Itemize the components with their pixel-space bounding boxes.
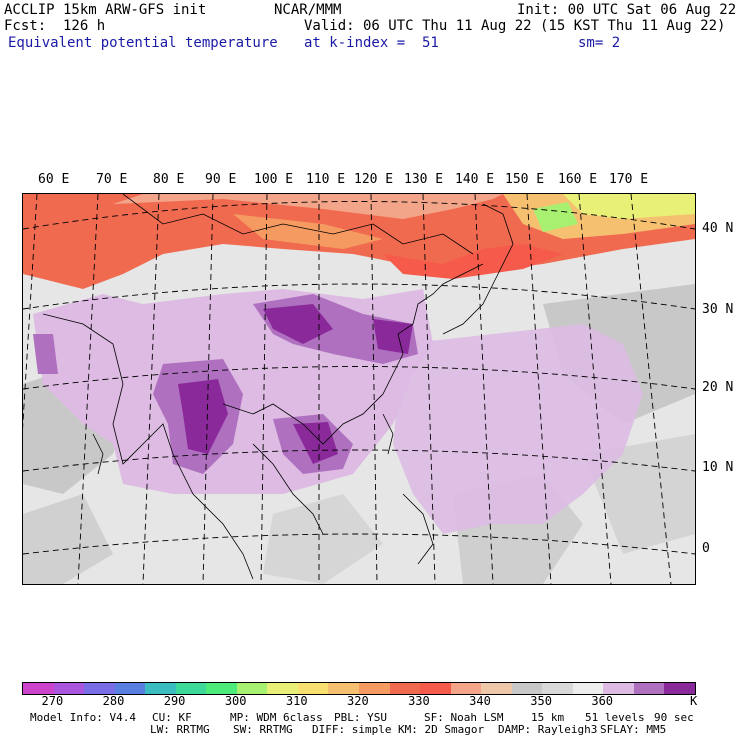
colorbar-swatch xyxy=(145,683,176,694)
grey-patch xyxy=(23,494,113,584)
lat-label: 40 N xyxy=(702,221,734,236)
colorbar-swatch xyxy=(633,683,665,694)
forecast-hour: Fcst: 126 h xyxy=(4,18,106,34)
footer-damp: DAMP: Rayleigh3 xyxy=(498,723,598,736)
lon-label: 170 E xyxy=(609,172,649,187)
warm-band-orange xyxy=(233,214,383,249)
purple-mid xyxy=(33,334,58,374)
valid-time: Valid: 06 UTC Thu 11 Aug 22 (15 KST Thu … xyxy=(304,18,726,34)
colorbar-swatch xyxy=(603,683,634,694)
colorbar-swatch xyxy=(420,683,451,694)
level-label: at k-index = 51 xyxy=(304,35,439,51)
footer-resolution: 15 km xyxy=(531,711,565,724)
colorbar-swatch xyxy=(297,683,329,694)
lon-label: 110 E xyxy=(306,172,346,187)
lat-label: 10 N xyxy=(702,460,734,475)
lon-label: 100 E xyxy=(254,172,294,187)
colorbar-swatch xyxy=(175,683,207,694)
colorbar-tick-label: 280 xyxy=(102,694,125,708)
colorbar-swatch xyxy=(84,683,115,694)
warm-band-light xyxy=(113,194,503,219)
colorbar-swatch xyxy=(53,683,85,694)
purple-region xyxy=(393,324,643,534)
grey-patch xyxy=(263,494,383,584)
colorbar-swatch xyxy=(389,683,421,694)
colorbar-tick-label: 320 xyxy=(347,694,369,708)
footer-km: KM: 2D Smagor xyxy=(398,723,485,736)
colorbar-swatch xyxy=(23,683,54,694)
purple-dark xyxy=(263,304,333,344)
footer-pbl: PBL: YSU xyxy=(334,711,387,724)
footer-model-info: Model Info: V4.4 xyxy=(30,711,136,724)
colorbar-swatch xyxy=(267,683,298,694)
orange-strip xyxy=(383,244,563,279)
field-name: Equivalent potential temperature xyxy=(8,35,278,51)
init-time: Init: 00 UTC Sat 06 Aug 22 xyxy=(517,2,737,18)
colorbar xyxy=(22,682,696,695)
lon-label: 120 E xyxy=(354,172,394,187)
footer-sflay: SFLAY: MM5 xyxy=(600,723,667,736)
lon-label: 160 E xyxy=(558,172,598,187)
lat-label: 20 N xyxy=(702,380,734,395)
colorbar-tick-label: 360 xyxy=(591,694,614,708)
footer-lw: LW: RRTMG xyxy=(150,723,210,736)
purple-dark xyxy=(293,422,338,464)
colorbar-swatch xyxy=(664,683,696,694)
footer-timestep: 90 sec xyxy=(654,711,694,724)
colorbar-tick-label: 270 xyxy=(41,694,64,708)
colorbar-swatch xyxy=(114,683,146,694)
footer-levels: 51 levels xyxy=(585,711,645,724)
colorbar-swatch xyxy=(450,683,482,694)
colorbar-tick-label: 300 xyxy=(224,694,247,708)
colorbar-swatch xyxy=(511,683,543,694)
lon-label: 90 E xyxy=(205,172,237,187)
lon-label: 70 E xyxy=(96,172,128,187)
footer-diff: DIFF: simple xyxy=(312,723,392,736)
colorbar-unit: K xyxy=(690,694,698,708)
colorbar-swatch xyxy=(359,683,390,694)
coastlines xyxy=(42,194,514,580)
theta-e-map xyxy=(22,193,696,585)
colorbar-swatch xyxy=(328,683,360,694)
lat-label: 0 xyxy=(702,541,710,556)
colorbar-swatch xyxy=(236,683,268,694)
lon-label: 60 E xyxy=(38,172,70,187)
footer-sw: SW: RRTMG xyxy=(233,723,293,736)
footer-cu: CU: KF xyxy=(152,711,192,724)
colorbar-swatch xyxy=(572,683,604,694)
lon-label: 150 E xyxy=(505,172,545,187)
footer-sf: SF: Noah LSM xyxy=(424,711,504,724)
purple-dark xyxy=(178,379,228,454)
colorbar-tick-label: 310 xyxy=(285,694,308,708)
footer-mp: MP: WDM 6class xyxy=(230,711,323,724)
colorbar-tick-label: 290 xyxy=(163,694,186,708)
graticule xyxy=(23,194,695,584)
smoothing-label: sm= 2 xyxy=(578,35,621,51)
model-title: ACCLIP 15km ARW-GFS init xyxy=(4,2,207,18)
colorbar-swatch xyxy=(542,683,573,694)
colorbar-tick-label: 350 xyxy=(530,694,552,708)
yellow-region xyxy=(563,194,695,219)
institution-label: NCAR/MMM xyxy=(274,2,342,18)
lon-label: 80 E xyxy=(153,172,185,187)
colorbar-swatch xyxy=(481,683,512,694)
lon-label: 130 E xyxy=(404,172,444,187)
lat-label: 30 N xyxy=(702,302,734,317)
lon-label: 140 E xyxy=(455,172,495,187)
colorbar-tick-label: 330 xyxy=(408,694,430,708)
purple-dark xyxy=(373,319,413,354)
colorbar-tick-label: 340 xyxy=(469,694,491,708)
colorbar-swatch xyxy=(206,683,237,694)
